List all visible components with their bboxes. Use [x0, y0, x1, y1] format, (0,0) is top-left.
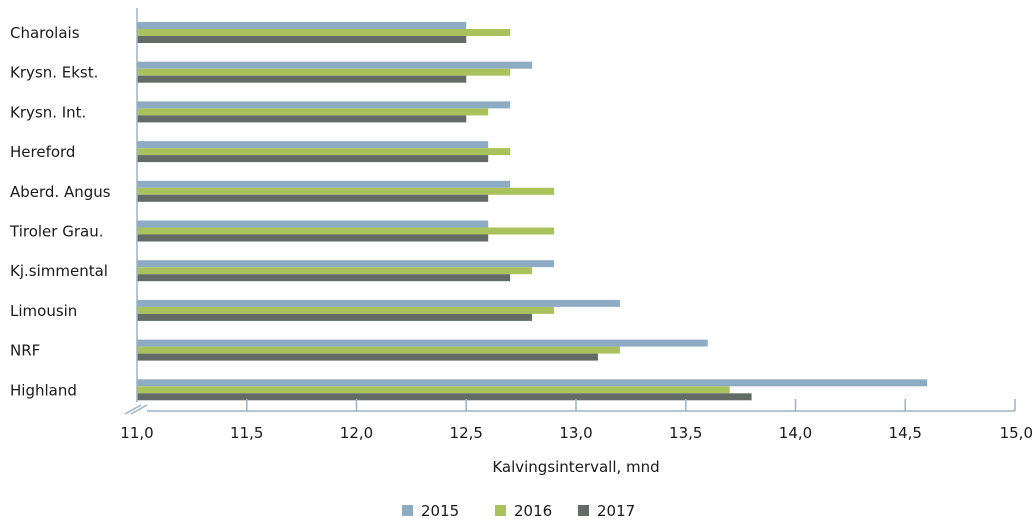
bar-2017-1	[137, 75, 467, 83]
legend-label-2015: 2015	[421, 502, 459, 520]
x-tick-label: 12,5	[450, 424, 483, 442]
category-label: NRF	[10, 342, 40, 360]
bar-2016-8	[137, 346, 620, 354]
legend-label-2017: 2017	[597, 502, 635, 520]
bar-2015-6	[137, 260, 555, 268]
bar-2016-5	[137, 227, 555, 235]
x-axis-title: Kalvingsintervall, mnd	[492, 458, 659, 476]
bar-2015-8	[137, 339, 708, 347]
category-label: Krysn. Int.	[10, 103, 86, 121]
category-labels: Charolais Krysn. Ekst. Krysn. Int. Hereford…	[9, 24, 111, 399]
category-label: Charolais	[10, 24, 80, 42]
bar-2015-5	[137, 220, 489, 228]
x-tick-label: 13,0	[559, 424, 592, 442]
bar-2017-2	[137, 115, 467, 123]
bar-2017-9	[137, 393, 752, 401]
axis-break-mark	[124, 404, 142, 415]
bar-2017-5	[137, 234, 489, 242]
legend: 2015 2016 2017	[402, 502, 635, 520]
category-label: Tiroler Grau.	[9, 223, 103, 241]
bar-2015-3	[137, 141, 489, 149]
legend-swatch-2015	[402, 505, 413, 516]
bar-2017-4	[137, 194, 489, 202]
bar-2016-0	[137, 29, 511, 36]
legend-label-2016: 2016	[514, 502, 552, 520]
category-label: Limousin	[10, 302, 77, 320]
x-tick-label: 15,0	[1000, 424, 1033, 442]
bar-2016-9	[137, 386, 730, 394]
bars-group	[137, 22, 928, 401]
bar-2015-9	[137, 379, 928, 387]
legend-swatch-2017	[578, 505, 589, 516]
x-tick-label: 11,5	[230, 424, 263, 442]
bar-2016-7	[137, 306, 555, 314]
bar-2015-4	[137, 180, 511, 188]
bar-2017-3	[137, 155, 489, 163]
bar-2015-2	[137, 101, 511, 109]
legend-swatch-2016	[495, 505, 506, 516]
bar-2016-1	[137, 68, 511, 76]
category-label: Hereford	[10, 143, 75, 161]
bar-2015-0	[137, 22, 467, 29]
category-label: Krysn. Ekst.	[10, 64, 98, 82]
category-label: Kj.simmental	[10, 262, 108, 280]
bar-2016-6	[137, 267, 533, 275]
bar-2015-1	[137, 61, 533, 69]
x-tick-label: 14,0	[779, 424, 812, 442]
bar-2017-6	[137, 274, 511, 282]
bar-2016-4	[137, 187, 555, 195]
category-label: Aberd. Angus	[10, 183, 111, 201]
x-tick-label: 12,0	[340, 424, 373, 442]
bar-2016-2	[137, 108, 489, 116]
x-tick-labels: 11,0 11,5 12,0 12,5 13,0 13,5 14,0 14,5 15,0	[120, 424, 1033, 442]
bar-2015-7	[137, 299, 620, 307]
category-label: Highland	[10, 381, 77, 399]
bar-2016-3	[137, 148, 511, 156]
axes-group	[124, 8, 1016, 415]
bar-2017-0	[137, 36, 467, 43]
x-tick-label: 11,0	[120, 424, 153, 442]
x-tick-label: 14,5	[889, 424, 922, 442]
bar-2017-7	[137, 313, 533, 321]
axis-break-mark	[130, 404, 148, 415]
x-tick-label: 13,5	[669, 424, 702, 442]
bar-2017-8	[137, 353, 598, 361]
